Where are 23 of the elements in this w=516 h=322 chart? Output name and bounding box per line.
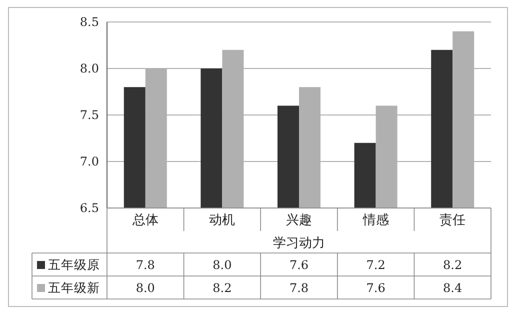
x-tick-label: 责任 — [440, 213, 466, 228]
data-label: 7.2 — [366, 258, 386, 272]
y-tick-label: 7.5 — [80, 108, 99, 122]
y-tick-label: 6.5 — [80, 200, 99, 215]
x-tick-label: 兴趣 — [286, 213, 312, 228]
x-tick-label: 总体 — [131, 213, 158, 228]
data-label: 8.2 — [443, 258, 462, 272]
data-label: 7.8 — [136, 258, 155, 272]
data-label: 8.0 — [136, 281, 155, 295]
data-label: 8.4 — [443, 281, 462, 295]
y-tick-label: 8.0 — [80, 61, 99, 76]
x-tick-label: 动机 — [209, 213, 236, 228]
data-label: 7.8 — [289, 281, 309, 295]
y-tick-label: 7.0 — [80, 154, 99, 168]
x-axis-title: 学习动力 — [273, 236, 325, 251]
data-label: 7.6 — [366, 281, 386, 295]
legend-label: 五年级原 — [48, 257, 100, 272]
x-tick-label: 情感 — [362, 213, 389, 228]
data-label: 8.2 — [212, 281, 232, 295]
y-tick-label: 8.5 — [80, 14, 99, 29]
data-label: 7.6 — [289, 258, 309, 272]
legend-label: 五年级新 — [48, 280, 100, 295]
data-label: 8.0 — [212, 258, 232, 272]
